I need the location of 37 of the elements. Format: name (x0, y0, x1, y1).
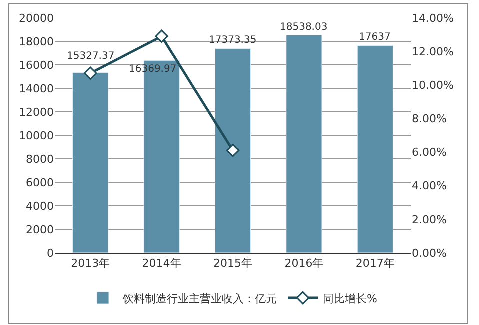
y-tick-label: 16000 (19, 58, 54, 72)
x-tick-label: 2014年 (142, 257, 182, 270)
data-label: 17373.35 (209, 35, 257, 46)
bar (286, 34, 322, 253)
y-tick-label: 6000 (26, 176, 54, 190)
x-tick-label: 2013年 (71, 257, 110, 270)
y-tick-label: 8000 (26, 152, 54, 166)
bar (72, 72, 109, 253)
y2-tick-label: 14.00% (412, 12, 454, 25)
y-tick-label: 4000 (26, 200, 54, 213)
y2-tick-label: 6.00% (412, 146, 447, 160)
y-tick-label: 0 (47, 246, 54, 260)
y-tick-label: 18000 (19, 35, 54, 48)
x-tick-label: 2015年 (214, 257, 252, 270)
point (155, 30, 168, 44)
point (84, 66, 98, 80)
data-label: 15327.37 (67, 51, 115, 62)
y2-tick-label: 8.00% (412, 112, 447, 126)
point (226, 144, 240, 158)
legend-label: 同比增长% (323, 292, 378, 306)
data-label: 18538.03 (280, 22, 328, 33)
y-tick-label: 2000 (26, 223, 54, 236)
bar (357, 46, 394, 253)
y-tick-label: 10000 (19, 129, 54, 142)
x-tick-label: 2017年 (356, 257, 395, 270)
x-tick-label: 2016年 (284, 257, 324, 270)
y2-tick-label: 2.00% (412, 213, 447, 226)
y2-tick-label: 0.00% (412, 246, 447, 260)
y-tick-label: 20000 (19, 12, 54, 25)
y-tick-label: 12000 (19, 106, 54, 119)
data-label: 17637 (359, 32, 391, 43)
y-tick-label: 14000 (19, 82, 54, 96)
y2-tick-label: 12.00% (412, 45, 454, 58)
y2-tick-label: 4.00% (412, 180, 447, 193)
legend-label: 饮料制造行业主营业收入：亿元 (122, 292, 277, 306)
bar (214, 48, 252, 253)
y2-tick-label: 10.00% (412, 78, 454, 92)
